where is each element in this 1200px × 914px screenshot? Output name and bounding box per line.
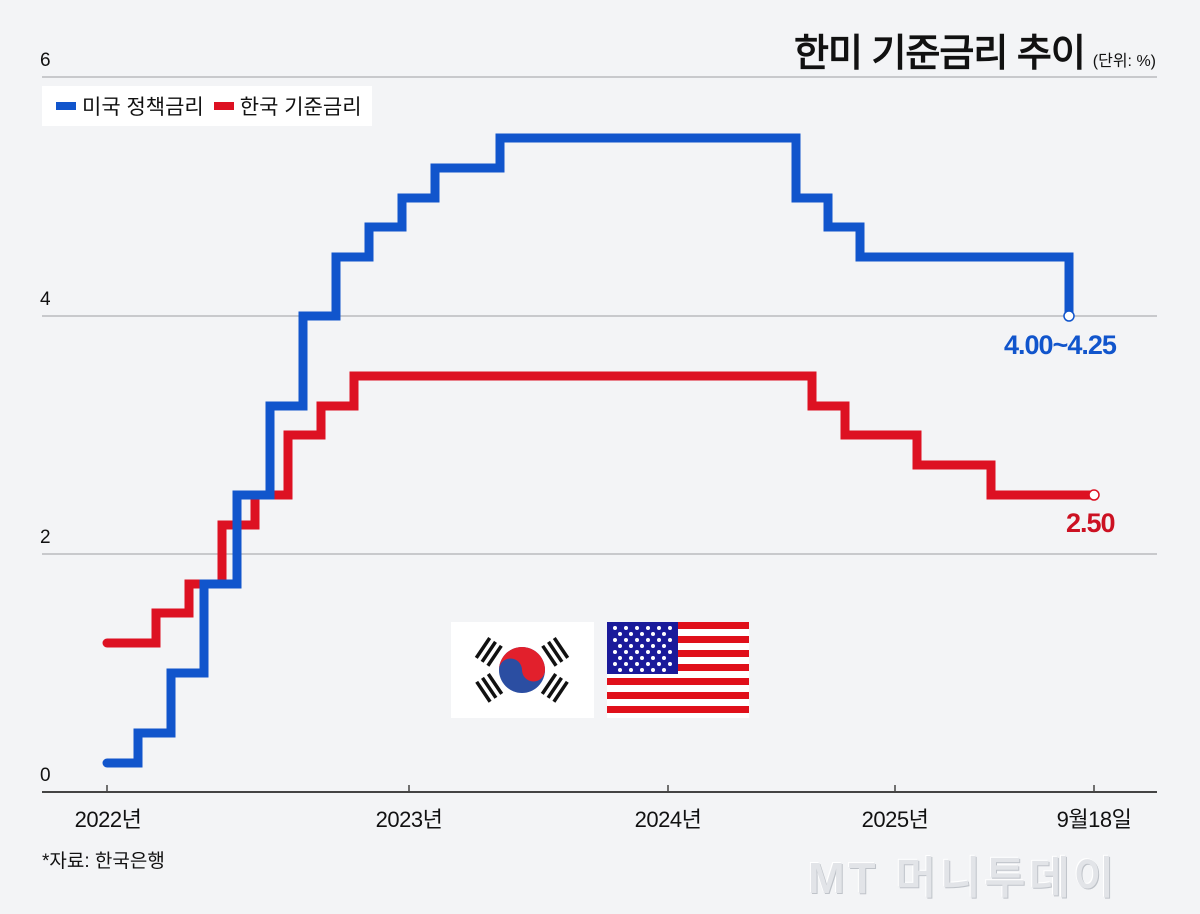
chart-legend: 미국 정책금리 한국 기준금리 bbox=[42, 86, 372, 126]
x-tick-2024: 2024년 bbox=[634, 807, 702, 832]
korea-flag-icon bbox=[451, 622, 594, 718]
source-note: *자료: 한국은행 bbox=[42, 851, 165, 872]
x-tick-2023: 2023년 bbox=[375, 807, 443, 832]
us-end-label: 4.00~4.25 bbox=[1004, 330, 1117, 360]
chart-title: 한미 기준금리 추이 bbox=[793, 33, 1086, 75]
x-tick-sep18: 9월18일 bbox=[1056, 807, 1132, 832]
legend-label: 미국 정책금리 bbox=[82, 96, 204, 119]
y-tick-6: 6 bbox=[40, 50, 51, 71]
legend-item-us: 미국 정책금리 bbox=[56, 91, 204, 121]
x-tick-2022: 2022년 bbox=[74, 807, 142, 832]
y-tick-2: 2 bbox=[40, 527, 51, 548]
x-tick-2025: 2025년 bbox=[861, 807, 929, 832]
kr-end-marker bbox=[1088, 489, 1100, 501]
korea-rate-line bbox=[102, 371, 1099, 648]
legend-swatch-blue-icon bbox=[56, 102, 76, 110]
legend-item-kr: 한국 기준금리 bbox=[213, 91, 362, 121]
kr-end-label: 2.50 bbox=[1066, 508, 1116, 538]
chart-header: 한미 기준금리 추이 (단위: %) bbox=[794, 22, 1156, 77]
us-end-marker bbox=[1063, 310, 1075, 322]
us-rate-line bbox=[102, 133, 1074, 768]
unit-label: (단위: %) bbox=[1092, 53, 1156, 70]
watermark-logo: MT 머니투데이 bbox=[808, 854, 1119, 903]
legend-swatch-red-icon bbox=[213, 102, 234, 110]
us-flag-icon bbox=[607, 622, 749, 718]
y-tick-4: 4 bbox=[40, 289, 51, 310]
legend-label: 한국 기준금리 bbox=[239, 96, 362, 119]
y-tick-0: 0 bbox=[40, 765, 51, 786]
